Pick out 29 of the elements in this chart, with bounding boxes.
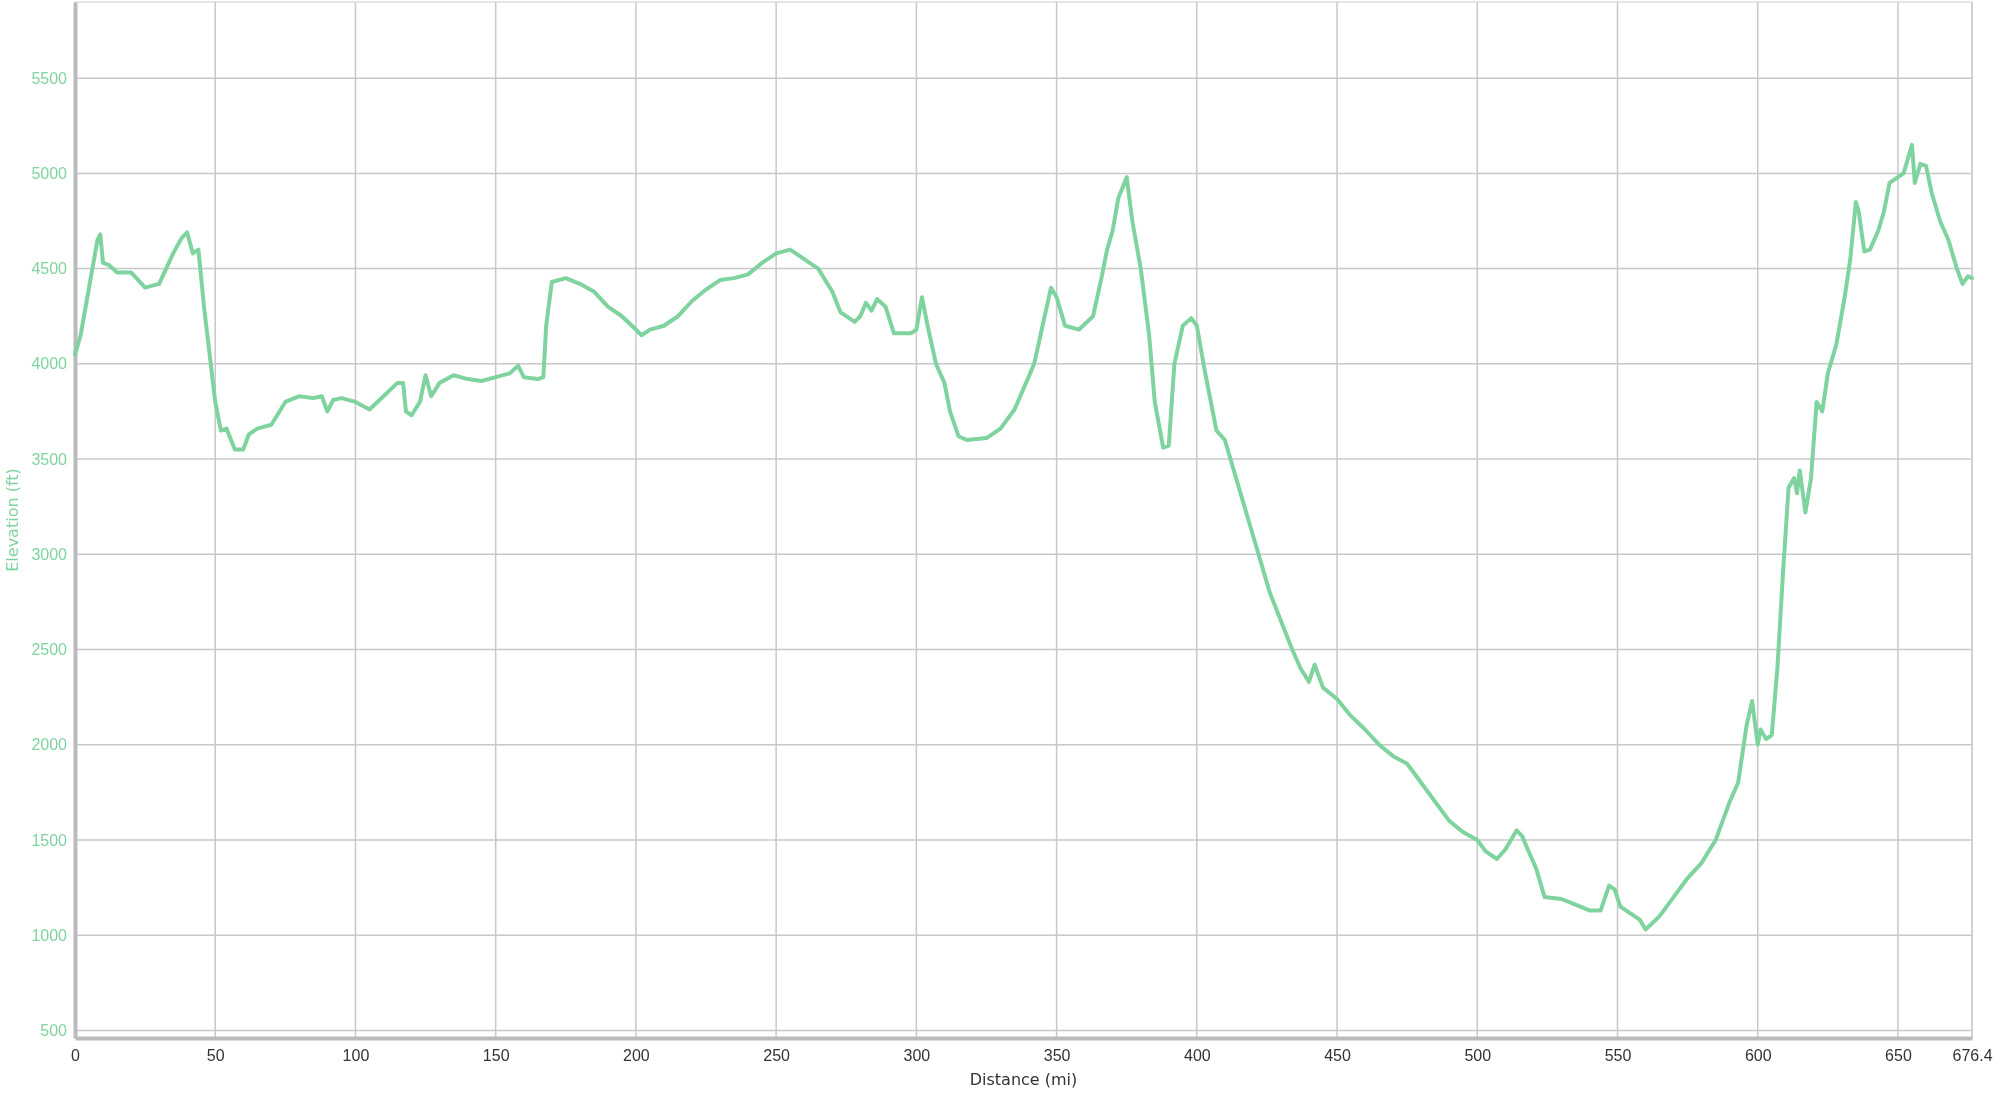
y-tick-label: 4500 [31, 260, 68, 278]
y-tick-label: 3000 [31, 545, 68, 563]
y-tick-label: 500 [40, 1022, 68, 1039]
x-tick-label: 200 [623, 1047, 650, 1065]
y-axis-title: Elevation (ft) [3, 468, 22, 572]
y-tick-label: 2000 [31, 736, 68, 754]
x-tick-label: 650 [1885, 1047, 1912, 1065]
x-tick-label: 300 [903, 1047, 931, 1065]
x-tick-label: 550 [1604, 1047, 1632, 1065]
x-tick-label: 450 [1324, 1047, 1351, 1065]
y-tick-label: 1000 [31, 926, 68, 944]
y-tick-label: 3500 [31, 450, 68, 468]
y-tick-label: 5000 [31, 165, 68, 183]
x-tick-label: 600 [1744, 1047, 1772, 1065]
x-tick-label: 250 [763, 1047, 791, 1065]
x-tick-label: 50 [206, 1047, 225, 1065]
x-tick-label: 500 [1464, 1047, 1492, 1065]
x-tick-label: 150 [482, 1047, 510, 1065]
y-tick-label: 5500 [31, 69, 68, 87]
y-tick-label: 2500 [31, 641, 68, 659]
y-tick-label: 4000 [31, 355, 68, 373]
y-tick-label: 1500 [31, 831, 68, 849]
x-tick-label: 676.4 [1952, 1047, 1993, 1065]
x-axis-title: Distance (mi) [969, 1070, 1078, 1089]
x-tick-label: 100 [342, 1047, 370, 1065]
line-series [73, 142, 1974, 932]
x-tick-label: 0 [71, 1047, 81, 1065]
x-tick-label: 400 [1183, 1047, 1211, 1065]
x-tick-label: 350 [1043, 1047, 1071, 1065]
